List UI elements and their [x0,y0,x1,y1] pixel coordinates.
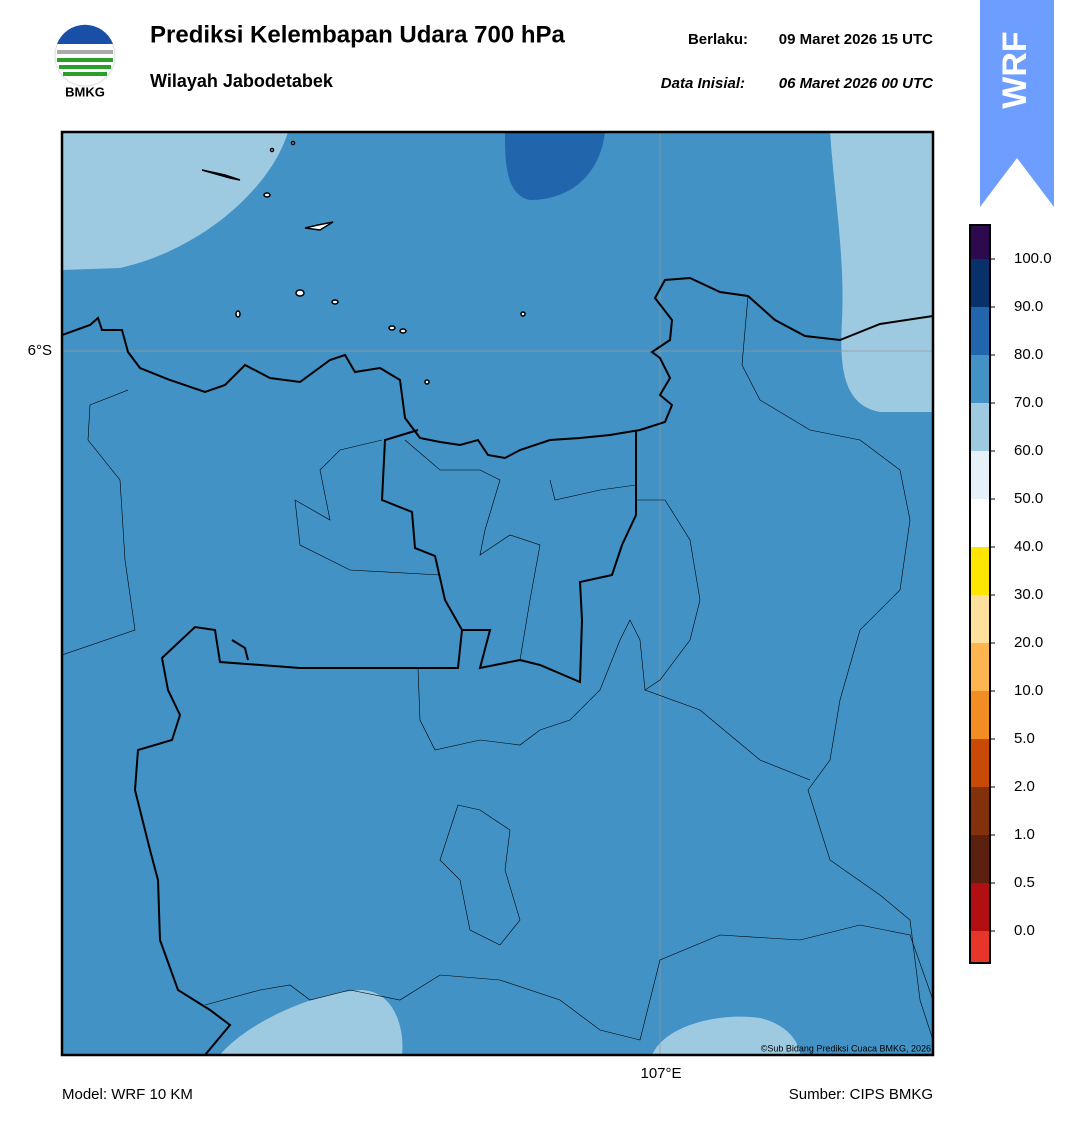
copyright: ©Sub Bidang Prediksi Cuaca BMKG, 2026 [761,1043,931,1053]
colorbar-label: 70.0 [1014,394,1043,411]
boundary [462,430,637,684]
logo-text: BMKG [65,84,105,99]
colorbar-label: 1.0 [1014,826,1035,843]
colorbar-label: 40.0 [1014,538,1043,555]
colorbar-label: 60.0 [1014,442,1043,459]
boundary [231,639,249,661]
islands [201,140,526,385]
colorbar-segment [970,259,990,307]
boundary [204,924,933,1041]
colorbar-label: 10.0 [1014,682,1043,699]
colorbar-segment [970,307,990,355]
boundary [404,439,541,661]
colorbar-label: 90.0 [1014,298,1043,315]
colorbar-segment [970,883,990,931]
colorbar-segment [970,931,990,963]
colorbar-segment [970,691,990,739]
boundary [62,389,136,656]
colorbar-label: 50.0 [1014,490,1043,507]
boundary [741,295,933,1041]
lat-label: 6°S [28,342,52,359]
badge [980,0,1054,207]
boundary [294,439,441,576]
init-value: 06 Maret 2026 00 UTC [779,75,934,92]
humidity-patch [62,132,288,270]
colorbar-segment [970,547,990,595]
colorbar-label: 5.0 [1014,730,1035,747]
humidity-patch [505,132,605,200]
boundary [439,804,521,946]
colorbar-label: 30.0 [1014,586,1043,603]
init-label: Data Inisial: [661,75,745,92]
badge-text: WRF [996,31,1034,108]
map [62,132,933,1055]
colorbar-segment [970,595,990,643]
boundary [417,619,646,751]
logo [54,24,116,87]
colorbar-segment [970,835,990,883]
colorbar-label: 100.0 [1014,250,1052,267]
map-frame [60,130,935,1057]
colorbar-segment [970,355,990,403]
colorbar-label: 20.0 [1014,634,1043,651]
colorbar-label: 80.0 [1014,346,1043,363]
lon-label: 107°E [640,1065,681,1082]
colorbar-segment [970,451,990,499]
boundary [549,479,811,781]
colorbar-segment [970,739,990,787]
colorbar-segment [970,225,990,259]
humidity-patch [220,990,403,1055]
humidity-patch [652,1016,800,1055]
colorbar-label: 0.0 [1014,922,1035,939]
colorbar-frame [969,224,991,964]
humidity-patch [830,132,933,412]
model: Model: WRF 10 KM [62,1086,193,1103]
colorbar-label: 0.5 [1014,874,1035,891]
title: Prediksi Kelembapan Udara 700 hPa [150,21,566,48]
boundary [133,429,464,1055]
colorbar-segment [970,499,990,547]
colorbar-segment [970,643,990,691]
source: Sumber: CIPS BMKG [789,1086,933,1103]
valid-label: Berlaku: [688,31,748,48]
colorbar-segment [970,403,990,451]
humidity-field [62,132,933,1055]
colorbar: 0.0 0.5 1.0 2.0 5.0 10.0 20.0 30.0 40.0 50.0 60.0 7… [969,224,1052,964]
subtitle: Wilayah Jabodetabek [150,71,334,91]
colorbar-segment [970,787,990,835]
valid-value: 09 Maret 2026 15 UTC [779,31,933,48]
coastline [62,276,933,460]
colorbar-label: 2.0 [1014,778,1035,795]
